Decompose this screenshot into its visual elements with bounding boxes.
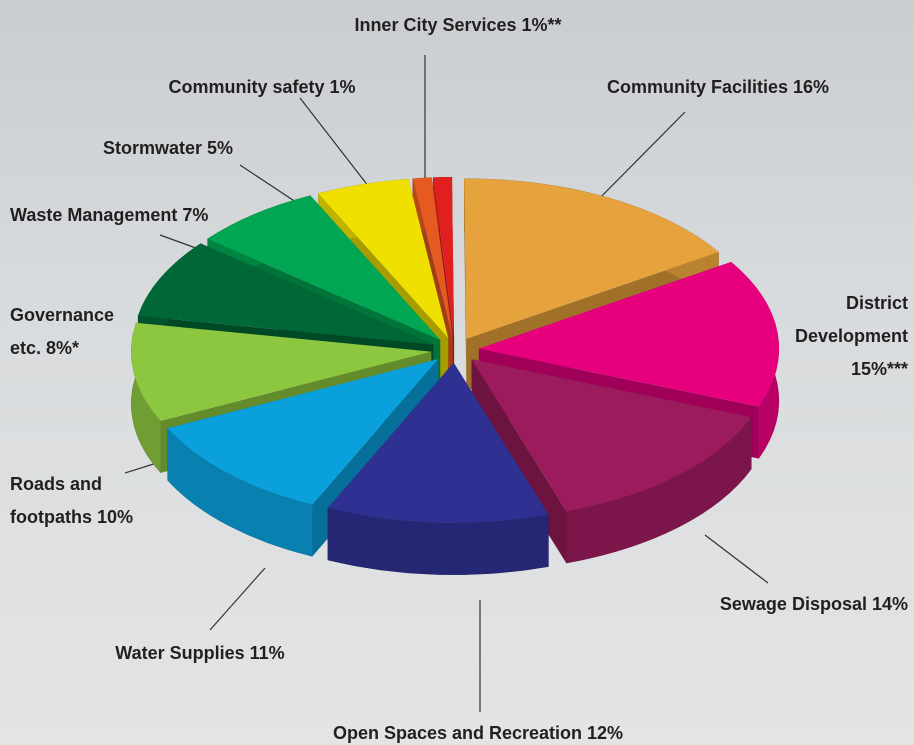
- slice-label: Sewage Disposal 14%: [719, 594, 908, 614]
- slice-label: Open Spaces and Recreation 12%: [332, 723, 624, 743]
- slice-label: Community safety 1%: [168, 77, 356, 97]
- slice: [433, 177, 455, 338]
- pie: [130, 176, 780, 576]
- slice-label: Waste Management 7%: [10, 205, 209, 225]
- slice: [138, 243, 434, 345]
- slice: [464, 178, 719, 339]
- slice: [167, 359, 439, 505]
- slice: [207, 195, 441, 340]
- slice-label: District Development 15%***: [794, 293, 908, 379]
- slice-label: Stormwater 5%: [102, 138, 234, 158]
- slice: [478, 262, 779, 407]
- slice-side: [167, 427, 313, 557]
- slice-label: Community Facilities 16%: [606, 77, 830, 97]
- slice-label: Roads and footpaths 10%: [10, 474, 134, 527]
- slice: [318, 179, 449, 338]
- leader-line: [704, 534, 769, 584]
- slice-label: Inner City Services 1%**: [354, 15, 562, 35]
- slice: [412, 177, 453, 338]
- slice: [131, 322, 432, 421]
- slice-wall: [464, 178, 467, 391]
- slice: [471, 359, 752, 512]
- slice: [327, 362, 549, 523]
- slice-label: Water Supplies 11%: [115, 643, 285, 663]
- slice-label: Governance etc. 8%*: [10, 305, 115, 358]
- leader-line: [209, 567, 266, 631]
